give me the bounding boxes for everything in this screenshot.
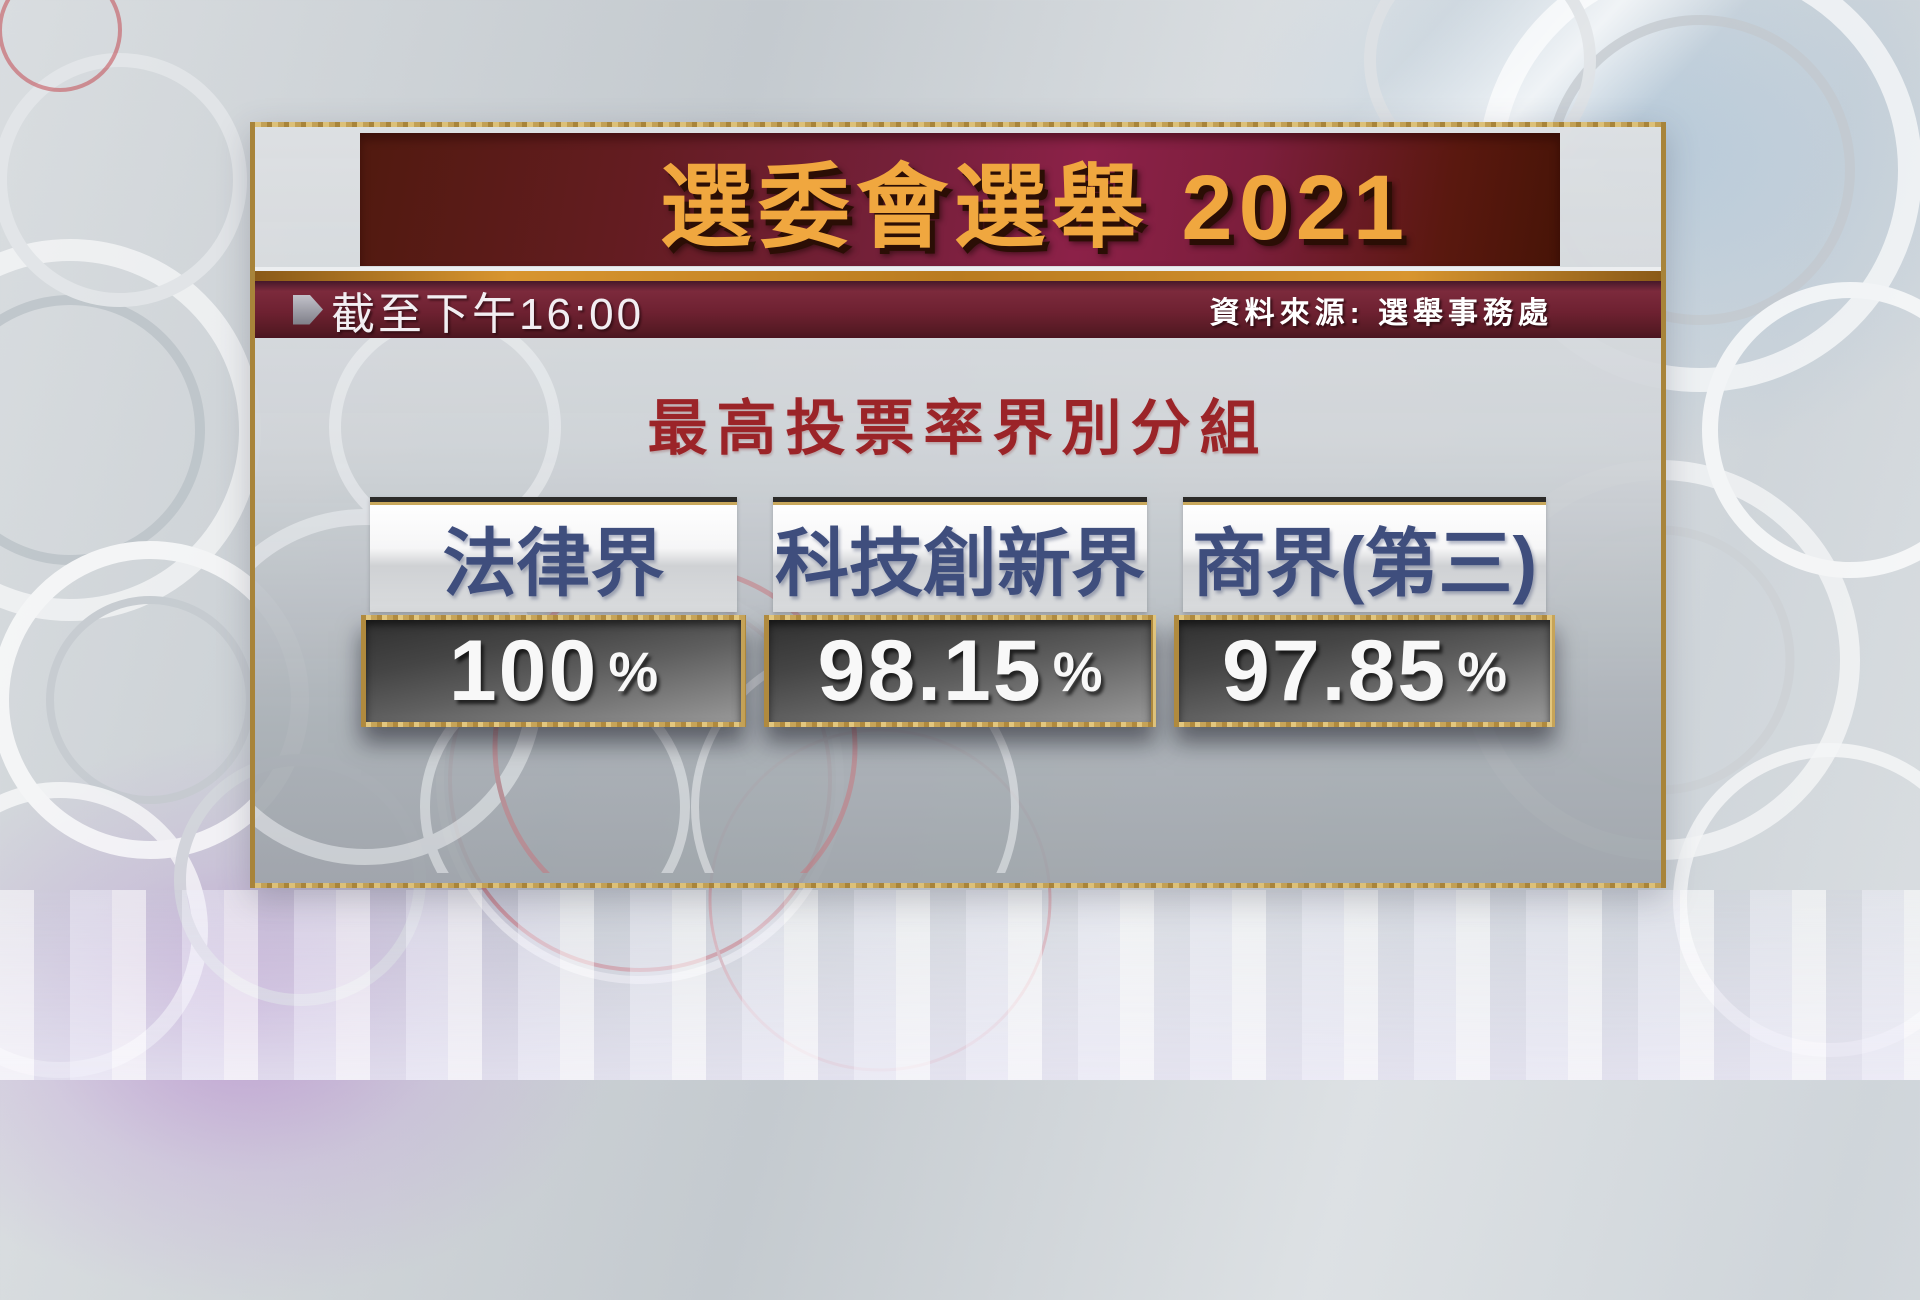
column-label: 科技創新界 <box>775 521 1145 605</box>
result-column-legal: 法律界 100 % <box>361 497 746 757</box>
title-banner: 選委會選舉 2021 <box>360 133 1560 266</box>
election-info-panel: 選委會選舉 2021 截至下午16:00 資料來源: 選舉事務處 最高投票率界別… <box>250 122 1666 888</box>
turnout-value: 97.85 <box>1221 622 1448 719</box>
column-label: 商界(第三) <box>1191 521 1538 605</box>
divider-line-white <box>255 267 1661 271</box>
results-columns: 法律界 100 % 科技創新界 98.15 % 商界(第三) 97.85 % <box>361 497 1555 757</box>
section-heading: 最高投票率界別分組 <box>647 394 1269 462</box>
column-header: 法律界 <box>370 497 737 612</box>
column-value-box: 97.85 % <box>1174 615 1555 727</box>
divider-line-bronze <box>255 271 1661 281</box>
result-column-tech: 科技創新界 98.15 % <box>764 497 1156 757</box>
column-value-box: 100 % <box>361 615 746 727</box>
page-title: 選委會選舉 2021 <box>659 157 1411 259</box>
column-header: 科技創新界 <box>773 497 1147 612</box>
arrow-marker-icon <box>293 294 323 325</box>
column-label: 法律界 <box>442 521 665 605</box>
column-value-box: 98.15 % <box>764 615 1156 727</box>
result-column-commercial: 商界(第三) 97.85 % <box>1174 497 1555 757</box>
turnout-value: 98.15 <box>817 622 1043 719</box>
percent-sign: % <box>1457 639 1507 703</box>
as-of-time: 截至下午16:00 <box>331 289 645 339</box>
percent-sign: % <box>1052 639 1103 703</box>
data-source: 資料來源: 選舉事務處 <box>1209 296 1553 330</box>
background-bottom-streaks <box>0 890 1920 1080</box>
column-header: 商界(第三) <box>1183 497 1546 612</box>
status-bar: 截至下午16:00 資料來源: 選舉事務處 <box>255 281 1661 339</box>
percent-sign: % <box>608 639 659 703</box>
turnout-value: 100 <box>448 622 599 719</box>
